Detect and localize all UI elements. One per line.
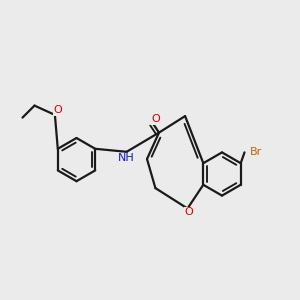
Text: NH: NH — [118, 153, 134, 164]
Text: Br: Br — [250, 147, 262, 158]
Text: O: O — [53, 105, 62, 116]
Text: O: O — [151, 114, 160, 124]
Text: O: O — [184, 207, 194, 218]
